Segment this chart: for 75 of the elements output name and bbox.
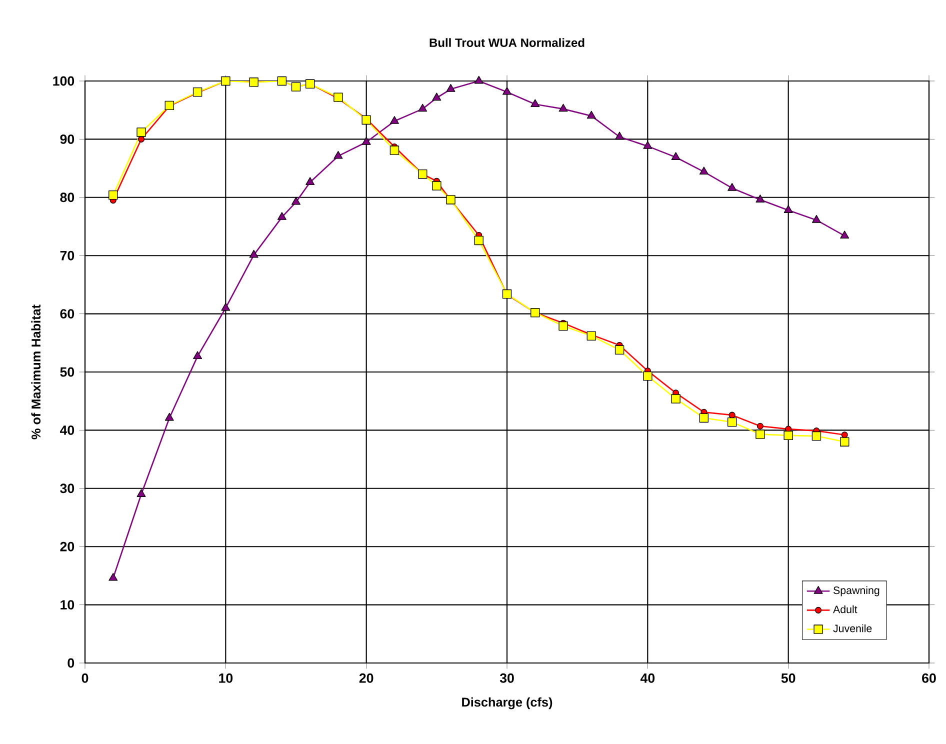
point (362, 136, 371, 145)
point (390, 116, 399, 124)
x-tick-label: 40 (640, 673, 655, 683)
point (502, 86, 512, 95)
point (586, 331, 596, 341)
y-tick-label: 50 (60, 367, 74, 377)
point (193, 351, 202, 360)
point (138, 136, 145, 142)
point (643, 141, 652, 149)
point (812, 431, 822, 441)
chart-title: Bull Trout WUA Normalized (430, 38, 584, 47)
point (812, 214, 821, 223)
legend-label: Adult (833, 605, 858, 614)
y-tick-label: 100 (53, 76, 74, 86)
y-tick-label: 20 (60, 542, 74, 552)
point (432, 181, 442, 190)
point (136, 128, 146, 137)
y-axis-title: % of Maximum Habitat (31, 304, 41, 440)
y-tick-label: 0 (68, 658, 74, 668)
point (614, 345, 624, 354)
x-tick-label: 50 (781, 673, 796, 683)
point (840, 437, 850, 446)
point (699, 166, 708, 175)
point (390, 146, 400, 155)
point (840, 230, 850, 239)
legend-label: Juvenile (833, 624, 872, 632)
point (530, 99, 540, 108)
x-tick-label: 10 (219, 673, 233, 683)
point (643, 371, 652, 381)
point (108, 572, 118, 581)
point (474, 236, 484, 246)
point (277, 212, 286, 220)
point (221, 302, 230, 311)
point (292, 196, 300, 205)
point (756, 194, 765, 202)
y-tick-label: 40 (60, 425, 74, 435)
x-tick-label: 30 (500, 673, 514, 683)
point (108, 190, 118, 200)
point (586, 110, 596, 119)
point (784, 430, 793, 440)
point (249, 250, 258, 258)
point (446, 84, 456, 92)
y-tick-label: 30 (60, 484, 74, 494)
point (362, 115, 371, 125)
point (334, 92, 343, 102)
y-tick-label: 70 (60, 250, 74, 260)
x-tick-label: 0 (82, 673, 88, 683)
y-tick-label: 80 (60, 192, 74, 202)
y-tick-label: 10 (60, 600, 74, 610)
y-tick-label: 90 (60, 134, 74, 144)
x-axis-title: Discharge (cfs) (462, 697, 552, 710)
point (728, 412, 736, 418)
point (671, 394, 680, 404)
point (334, 150, 343, 159)
point (728, 182, 737, 191)
point (249, 78, 258, 87)
point (558, 321, 568, 331)
legend-label: Spawning (833, 586, 880, 596)
point (558, 104, 568, 112)
point (164, 412, 174, 421)
point (615, 132, 624, 140)
point (474, 76, 484, 84)
point (756, 422, 764, 430)
point (306, 177, 315, 186)
y-tick-label: 60 (60, 309, 74, 319)
point (756, 430, 765, 439)
point (699, 413, 709, 423)
point (727, 417, 737, 427)
point (784, 205, 793, 213)
point (136, 489, 146, 497)
point (418, 104, 428, 112)
x-tick-label: 20 (359, 673, 374, 683)
point (432, 92, 442, 101)
point (671, 152, 680, 160)
x-tick-label: 60 (922, 673, 936, 683)
